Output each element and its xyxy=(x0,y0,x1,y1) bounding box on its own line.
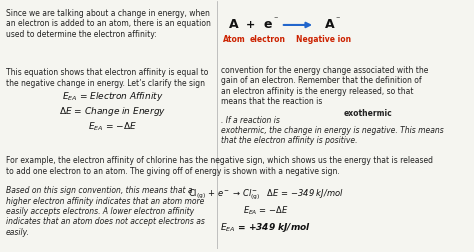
Text: exothermic: exothermic xyxy=(343,109,392,118)
Text: . If a reaction is
exothermic, the change in energy is negative. This means
that: . If a reaction is exothermic, the chang… xyxy=(221,115,444,145)
Text: ⁻: ⁻ xyxy=(273,14,278,23)
Text: $E_{EA}$ = $-\Delta E$: $E_{EA}$ = $-\Delta E$ xyxy=(88,120,137,133)
Text: $\mathrm{Cl_{(g)}}$ + e$^-$ → Cl$^-_{\mathrm{(g)}}$   $\Delta E$ = −349 kJ/mol: $\mathrm{Cl_{(g)}}$ + e$^-$ → Cl$^-_{\ma… xyxy=(188,188,344,202)
Text: +: + xyxy=(246,20,255,30)
Text: $\Delta E$ = Change in Energy: $\Delta E$ = Change in Energy xyxy=(59,105,166,118)
Text: convention for the energy change associated with the
gain of an electron. Rememb: convention for the energy change associa… xyxy=(221,66,428,106)
Text: $E_{EA}$ = $-\Delta E$: $E_{EA}$ = $-\Delta E$ xyxy=(243,205,289,217)
Text: Negative ion: Negative ion xyxy=(296,35,351,44)
Text: A: A xyxy=(229,18,239,32)
Text: e: e xyxy=(264,18,272,32)
Text: electron: electron xyxy=(250,35,286,44)
Text: $E_{EA}$ = Electron Affinity: $E_{EA}$ = Electron Affinity xyxy=(62,90,163,103)
Text: $E_{EA}$ = +349 kJ/mol: $E_{EA}$ = +349 kJ/mol xyxy=(220,221,311,234)
Text: ⁻: ⁻ xyxy=(336,14,340,23)
Text: Atom: Atom xyxy=(222,35,245,44)
Text: A: A xyxy=(325,18,335,32)
Text: Since we are talking about a change in energy, when
an electron is added to an a: Since we are talking about a change in e… xyxy=(6,9,210,39)
Text: Based on this sign convention, this means that a
higher electron affinity indica: Based on this sign convention, this mean… xyxy=(6,186,204,237)
Text: This equation shows that electron affinity is equal to
the negative change in en: This equation shows that electron affini… xyxy=(6,68,208,88)
Text: For example, the electron affinity of chlorine has the negative sign, which show: For example, the electron affinity of ch… xyxy=(6,156,433,176)
